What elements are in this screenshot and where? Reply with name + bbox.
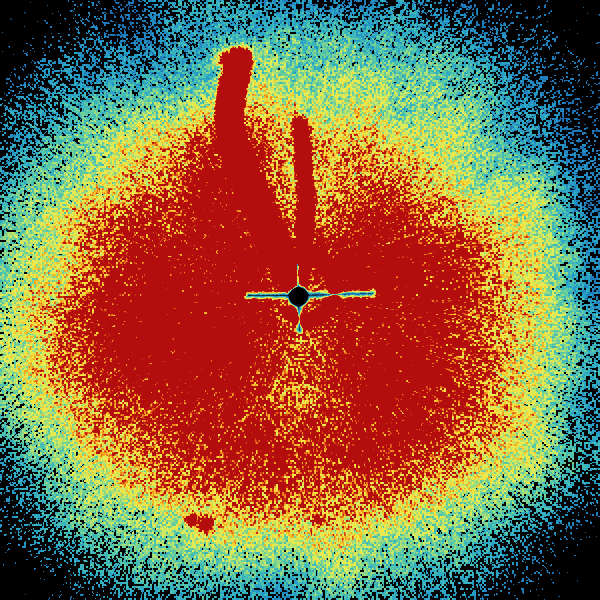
xray-sky-image	[0, 0, 600, 600]
image-viewport: Noisy false-colour X-ray surface-brightn…	[0, 0, 600, 600]
